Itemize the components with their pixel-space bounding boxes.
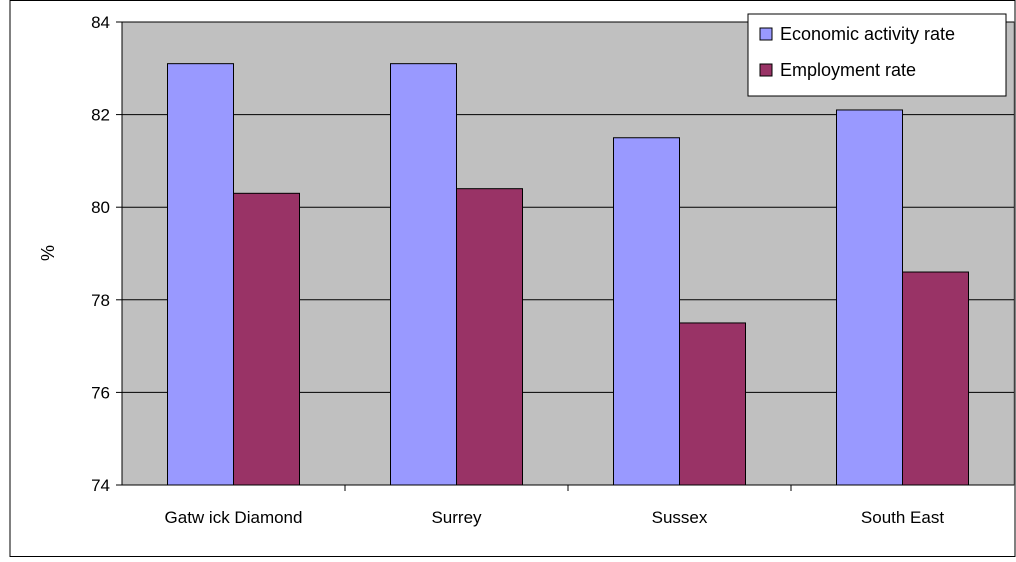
legend-box [747,13,1007,97]
legend-swatch [759,27,773,41]
legend-label: Economic activity rate [780,24,955,44]
bar [456,188,523,486]
y-tick-label: 84 [91,13,110,32]
y-tick-label: 76 [91,383,110,402]
bar [233,192,300,486]
y-tick-label: 78 [91,291,110,310]
bar [390,63,457,486]
y-axis-title: % [38,245,58,261]
legend-swatch [759,63,773,77]
bar [902,271,969,486]
x-tick-label: South East [861,508,944,527]
y-ticks: 74 76 78 80 82 84 [91,13,122,495]
y-tick-label: 80 [91,198,110,217]
y-tick-label: 74 [91,476,110,495]
legend: Economic activity rate Employment rate [747,13,1007,97]
bar [679,322,746,486]
x-tick-label: Surrey [431,508,482,527]
x-ticks: Gatw ick Diamond Surrey Sussex South East [165,485,944,527]
x-tick-label: Sussex [652,508,708,527]
legend-label: Employment rate [780,60,916,80]
y-tick-label: 82 [91,106,110,125]
bar [167,63,234,486]
bar [836,109,903,486]
x-tick-label: Gatw ick Diamond [165,508,303,527]
bar [613,137,680,486]
bars [167,63,969,486]
